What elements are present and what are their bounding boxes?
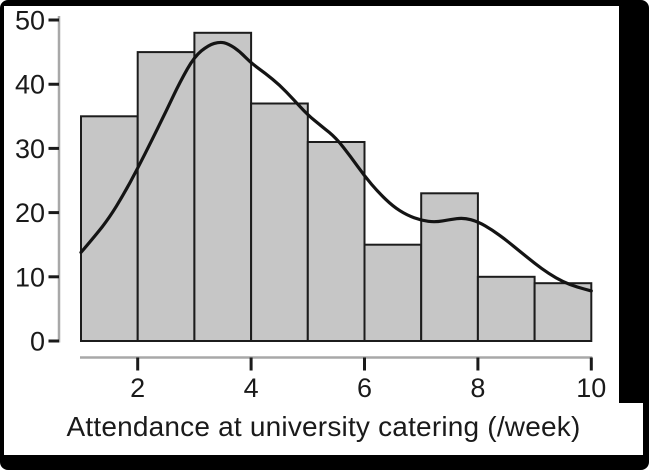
- histogram-bar: [136, 51, 196, 342]
- histogram-chart: 0 10 20 30 40 50 2 4 6 8 10: [15, 6, 606, 403]
- histogram-bar: [306, 141, 366, 342]
- chart-panel: 0 10 20 30 40 50 2 4 6 8 10: [4, 6, 619, 403]
- y-tick-label: 50: [15, 6, 45, 36]
- x-axis-label-box: Attendance at university catering (/week…: [4, 403, 643, 455]
- x-tick-label: 6: [357, 373, 372, 403]
- x-tick-label: 8: [470, 373, 485, 403]
- y-tick-label: 40: [15, 70, 45, 100]
- histogram-bar: [250, 102, 309, 342]
- histogram-bar: [363, 243, 423, 342]
- y-tick-label: 20: [15, 198, 45, 228]
- histogram-bar: [476, 275, 536, 342]
- histogram-bar: [420, 192, 479, 342]
- y-tick-label: 30: [15, 134, 45, 164]
- x-tick-label: 2: [130, 373, 145, 403]
- histogram-bar: [533, 282, 593, 343]
- x-tick-label: 10: [576, 373, 606, 403]
- x-axis-title: Attendance at university catering (/week…: [66, 411, 581, 442]
- y-tick-label: 0: [30, 327, 45, 357]
- histogram-bar: [193, 31, 253, 343]
- density-curve: [79, 40, 593, 293]
- histogram-bar: [80, 115, 139, 342]
- y-tick-label: 10: [15, 262, 45, 292]
- x-tick-label: 4: [244, 373, 259, 403]
